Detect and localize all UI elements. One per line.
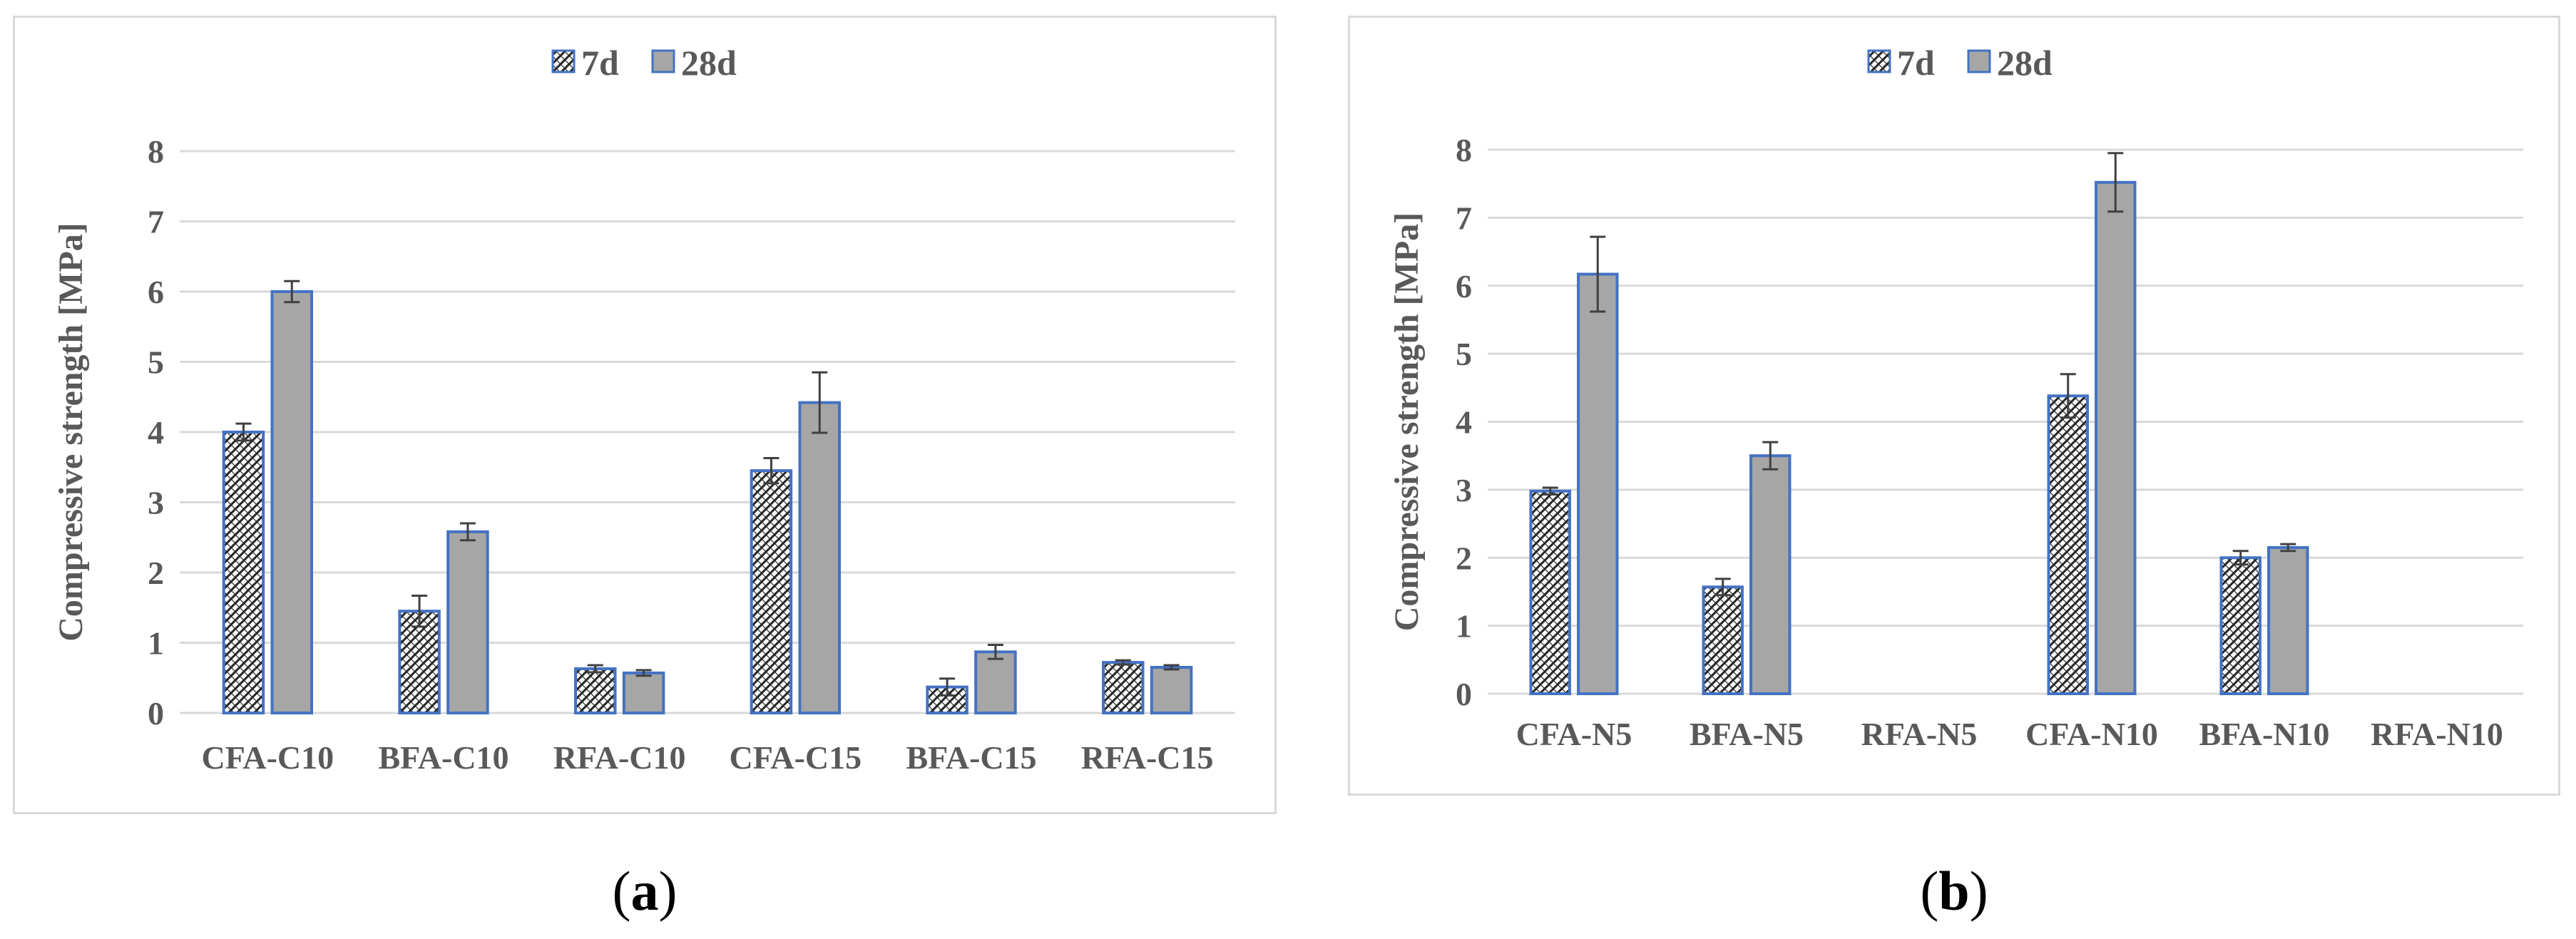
- x-tick-label: CFA-C15: [729, 739, 862, 776]
- bar-7d: [574, 667, 617, 715]
- x-tick-label: BFA-N5: [1690, 716, 1804, 752]
- caption-a: (a): [612, 860, 678, 922]
- bar-28d: [446, 530, 489, 714]
- bar-28d: [622, 671, 665, 714]
- y-tick-label: 4: [1456, 404, 1472, 441]
- bar-28d: [798, 401, 841, 714]
- x-tick-label: RFA-N5: [1861, 716, 1978, 752]
- bar-7d: [398, 610, 441, 714]
- y-tick-label: 3: [1456, 472, 1472, 508]
- y-tick-label: 7: [1456, 200, 1472, 236]
- bar-7d: [2219, 556, 2261, 695]
- y-tick-label: 0: [1456, 676, 1472, 712]
- bar-7d: [2047, 394, 2089, 695]
- bar-28d: [2267, 545, 2309, 695]
- bar-28d: [974, 650, 1017, 714]
- y-tick-label: 6: [1456, 268, 1472, 304]
- x-tick-label: CFA-N10: [2025, 716, 2158, 752]
- legend-label-7d: 7d: [1897, 43, 1935, 83]
- bar-28d: [2095, 180, 2137, 695]
- bar-28d: [270, 290, 313, 714]
- x-tick-label: CFA-C10: [201, 739, 334, 776]
- x-tick-label: BFA-C10: [378, 739, 508, 776]
- caption-b: (b): [1920, 860, 1988, 922]
- chart-a: 0 1 2 3 4 5 6 7 8 Compressive strength [MPa] CFA-C…: [52, 43, 1235, 776]
- legend-swatch-7d: [1867, 49, 1891, 73]
- y-axis-label: Compressive strength [MPa]: [1388, 212, 1426, 631]
- y-tick-label: 5: [148, 344, 164, 381]
- legend-swatch-28d: [1967, 49, 1991, 73]
- bar-7d: [1102, 661, 1145, 715]
- y-tick-label: 2: [1456, 540, 1472, 576]
- legend-label-28d: 28d: [681, 43, 737, 83]
- y-tick-label: 1: [1456, 608, 1472, 645]
- legend-label-28d: 28d: [1997, 43, 2053, 83]
- y-tick-label: 2: [148, 555, 164, 591]
- y-axis-label: Compressive strength [MPa]: [52, 222, 90, 641]
- y-tick-label: 8: [1456, 132, 1472, 168]
- x-tick-label: RFA-C15: [1081, 739, 1214, 776]
- legend-swatch-7d: [551, 49, 576, 73]
- y-tick-label: 6: [148, 274, 164, 310]
- bar-28d: [1150, 665, 1193, 714]
- bar-28d: [1577, 272, 1619, 695]
- x-tick-label: RFA-N10: [2371, 716, 2503, 752]
- x-tick-label: RFA-C10: [553, 739, 686, 776]
- bar-7d: [222, 431, 265, 714]
- y-tick-label: 7: [148, 204, 164, 240]
- y-tick-label: 0: [148, 695, 164, 732]
- bar-7d: [1529, 489, 1571, 695]
- bar-28d: [1749, 454, 1792, 695]
- bar-7d: [750, 469, 793, 714]
- legend-swatch-28d: [651, 49, 675, 73]
- bar-7d: [1702, 585, 1744, 695]
- x-tick-label: BFA-C15: [906, 739, 1036, 776]
- y-tick-label: 4: [148, 414, 164, 451]
- y-tick-label: 5: [1456, 336, 1472, 372]
- legend-label-7d: 7d: [581, 43, 619, 83]
- x-tick-label: CFA-N5: [1516, 716, 1632, 752]
- x-tick-label: BFA-N10: [2199, 716, 2329, 752]
- y-tick-label: 8: [148, 133, 164, 170]
- chart-b: 0 1 2 3 4 5 6 7 8 Compressive strength [MPa] CFA-N…: [1388, 43, 2523, 752]
- y-tick-label: 1: [148, 625, 164, 662]
- y-tick-label: 3: [148, 485, 164, 521]
